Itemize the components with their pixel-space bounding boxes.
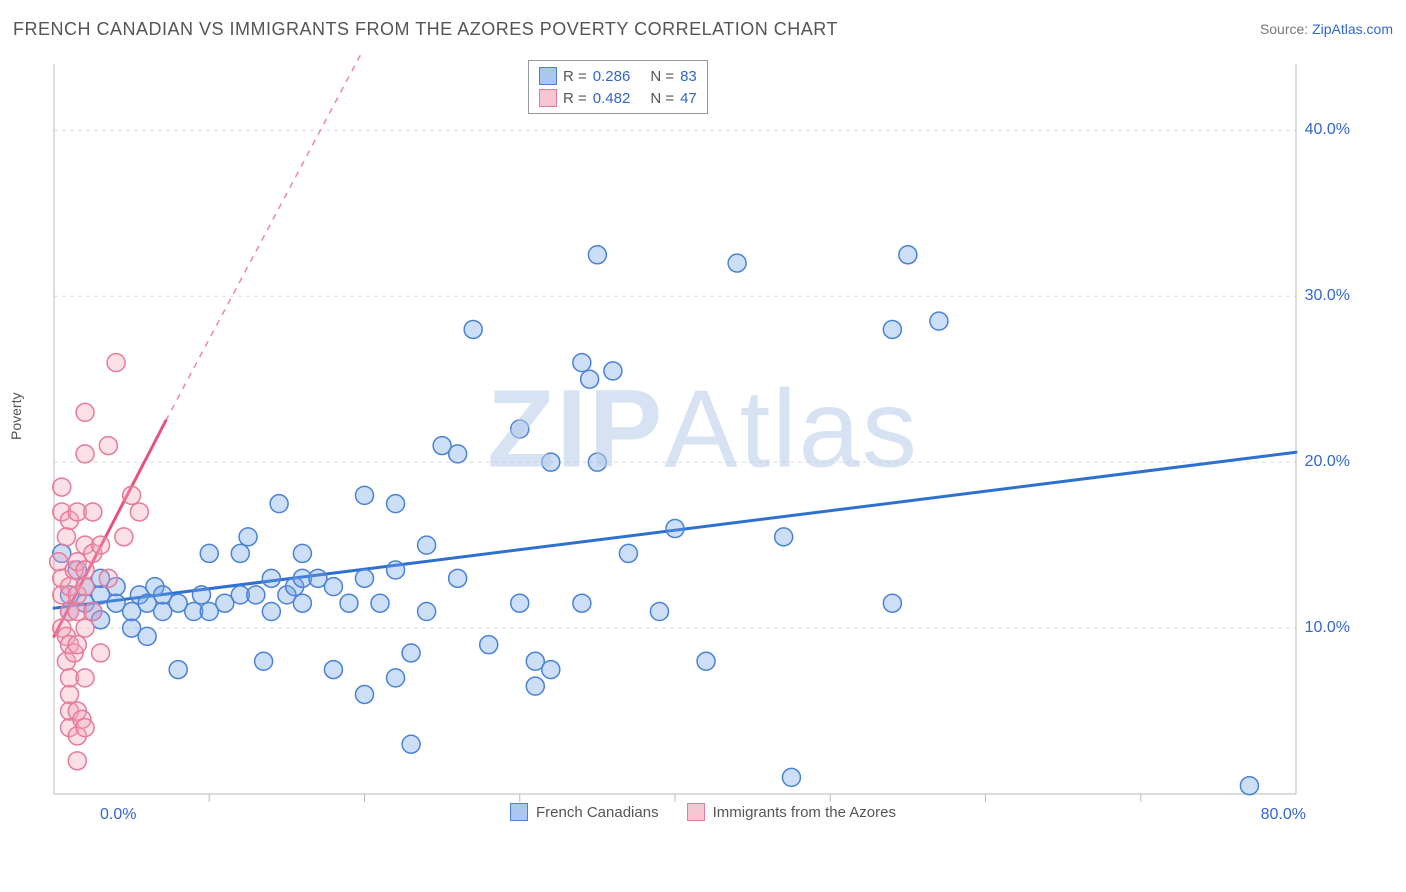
legend-series: French Canadians Immigrants from the Azor… bbox=[48, 800, 1358, 824]
source-attribution: Source: ZipAtlas.com bbox=[1260, 21, 1393, 37]
header: FRENCH CANADIAN VS IMMIGRANTS FROM THE A… bbox=[13, 14, 1393, 44]
legend-stats: R = 0.286 N = 83 R = 0.482 N = 47 bbox=[528, 60, 708, 114]
source-link[interactable]: ZipAtlas.com bbox=[1312, 21, 1393, 37]
legend-stat-row: R = 0.286 N = 83 bbox=[539, 65, 697, 87]
legend-swatch bbox=[539, 67, 557, 85]
r-label: R = bbox=[563, 90, 587, 107]
n-label: N = bbox=[650, 68, 674, 85]
scatter-chart bbox=[48, 54, 1358, 824]
plot-area: ZIPAtlas R =0.286N =83R =0.482N =47 10.0… bbox=[48, 54, 1358, 824]
y-axis-wrap: Poverty bbox=[0, 0, 40, 892]
r-label: R = bbox=[563, 68, 587, 85]
y-tick: 20.0% bbox=[1305, 453, 1350, 471]
y-tick: 10.0% bbox=[1305, 619, 1350, 637]
n-value: 83 bbox=[680, 68, 697, 85]
legend-swatch bbox=[510, 803, 528, 821]
legend-series-item: Immigrants from the Azores bbox=[687, 803, 896, 821]
legend-swatch bbox=[539, 89, 557, 107]
legend-series-label: Immigrants from the Azores bbox=[713, 804, 896, 821]
y-axis-label: Poverty bbox=[8, 393, 24, 440]
y-tick: 30.0% bbox=[1305, 287, 1350, 305]
r-value: 0.482 bbox=[593, 90, 631, 107]
legend-swatch bbox=[687, 803, 705, 821]
n-label: N = bbox=[650, 90, 674, 107]
chart-page: FRENCH CANADIAN VS IMMIGRANTS FROM THE A… bbox=[0, 0, 1406, 892]
n-value: 47 bbox=[680, 90, 697, 107]
legend-stat-row: R = 0.482 N = 47 bbox=[539, 87, 697, 109]
source-label: Source: bbox=[1260, 21, 1312, 37]
chart-title: FRENCH CANADIAN VS IMMIGRANTS FROM THE A… bbox=[13, 19, 838, 40]
y-tick: 40.0% bbox=[1305, 121, 1350, 139]
legend-series-label: French Canadians bbox=[536, 804, 659, 821]
legend-series-item: French Canadians bbox=[510, 803, 659, 821]
r-value: 0.286 bbox=[593, 68, 631, 85]
